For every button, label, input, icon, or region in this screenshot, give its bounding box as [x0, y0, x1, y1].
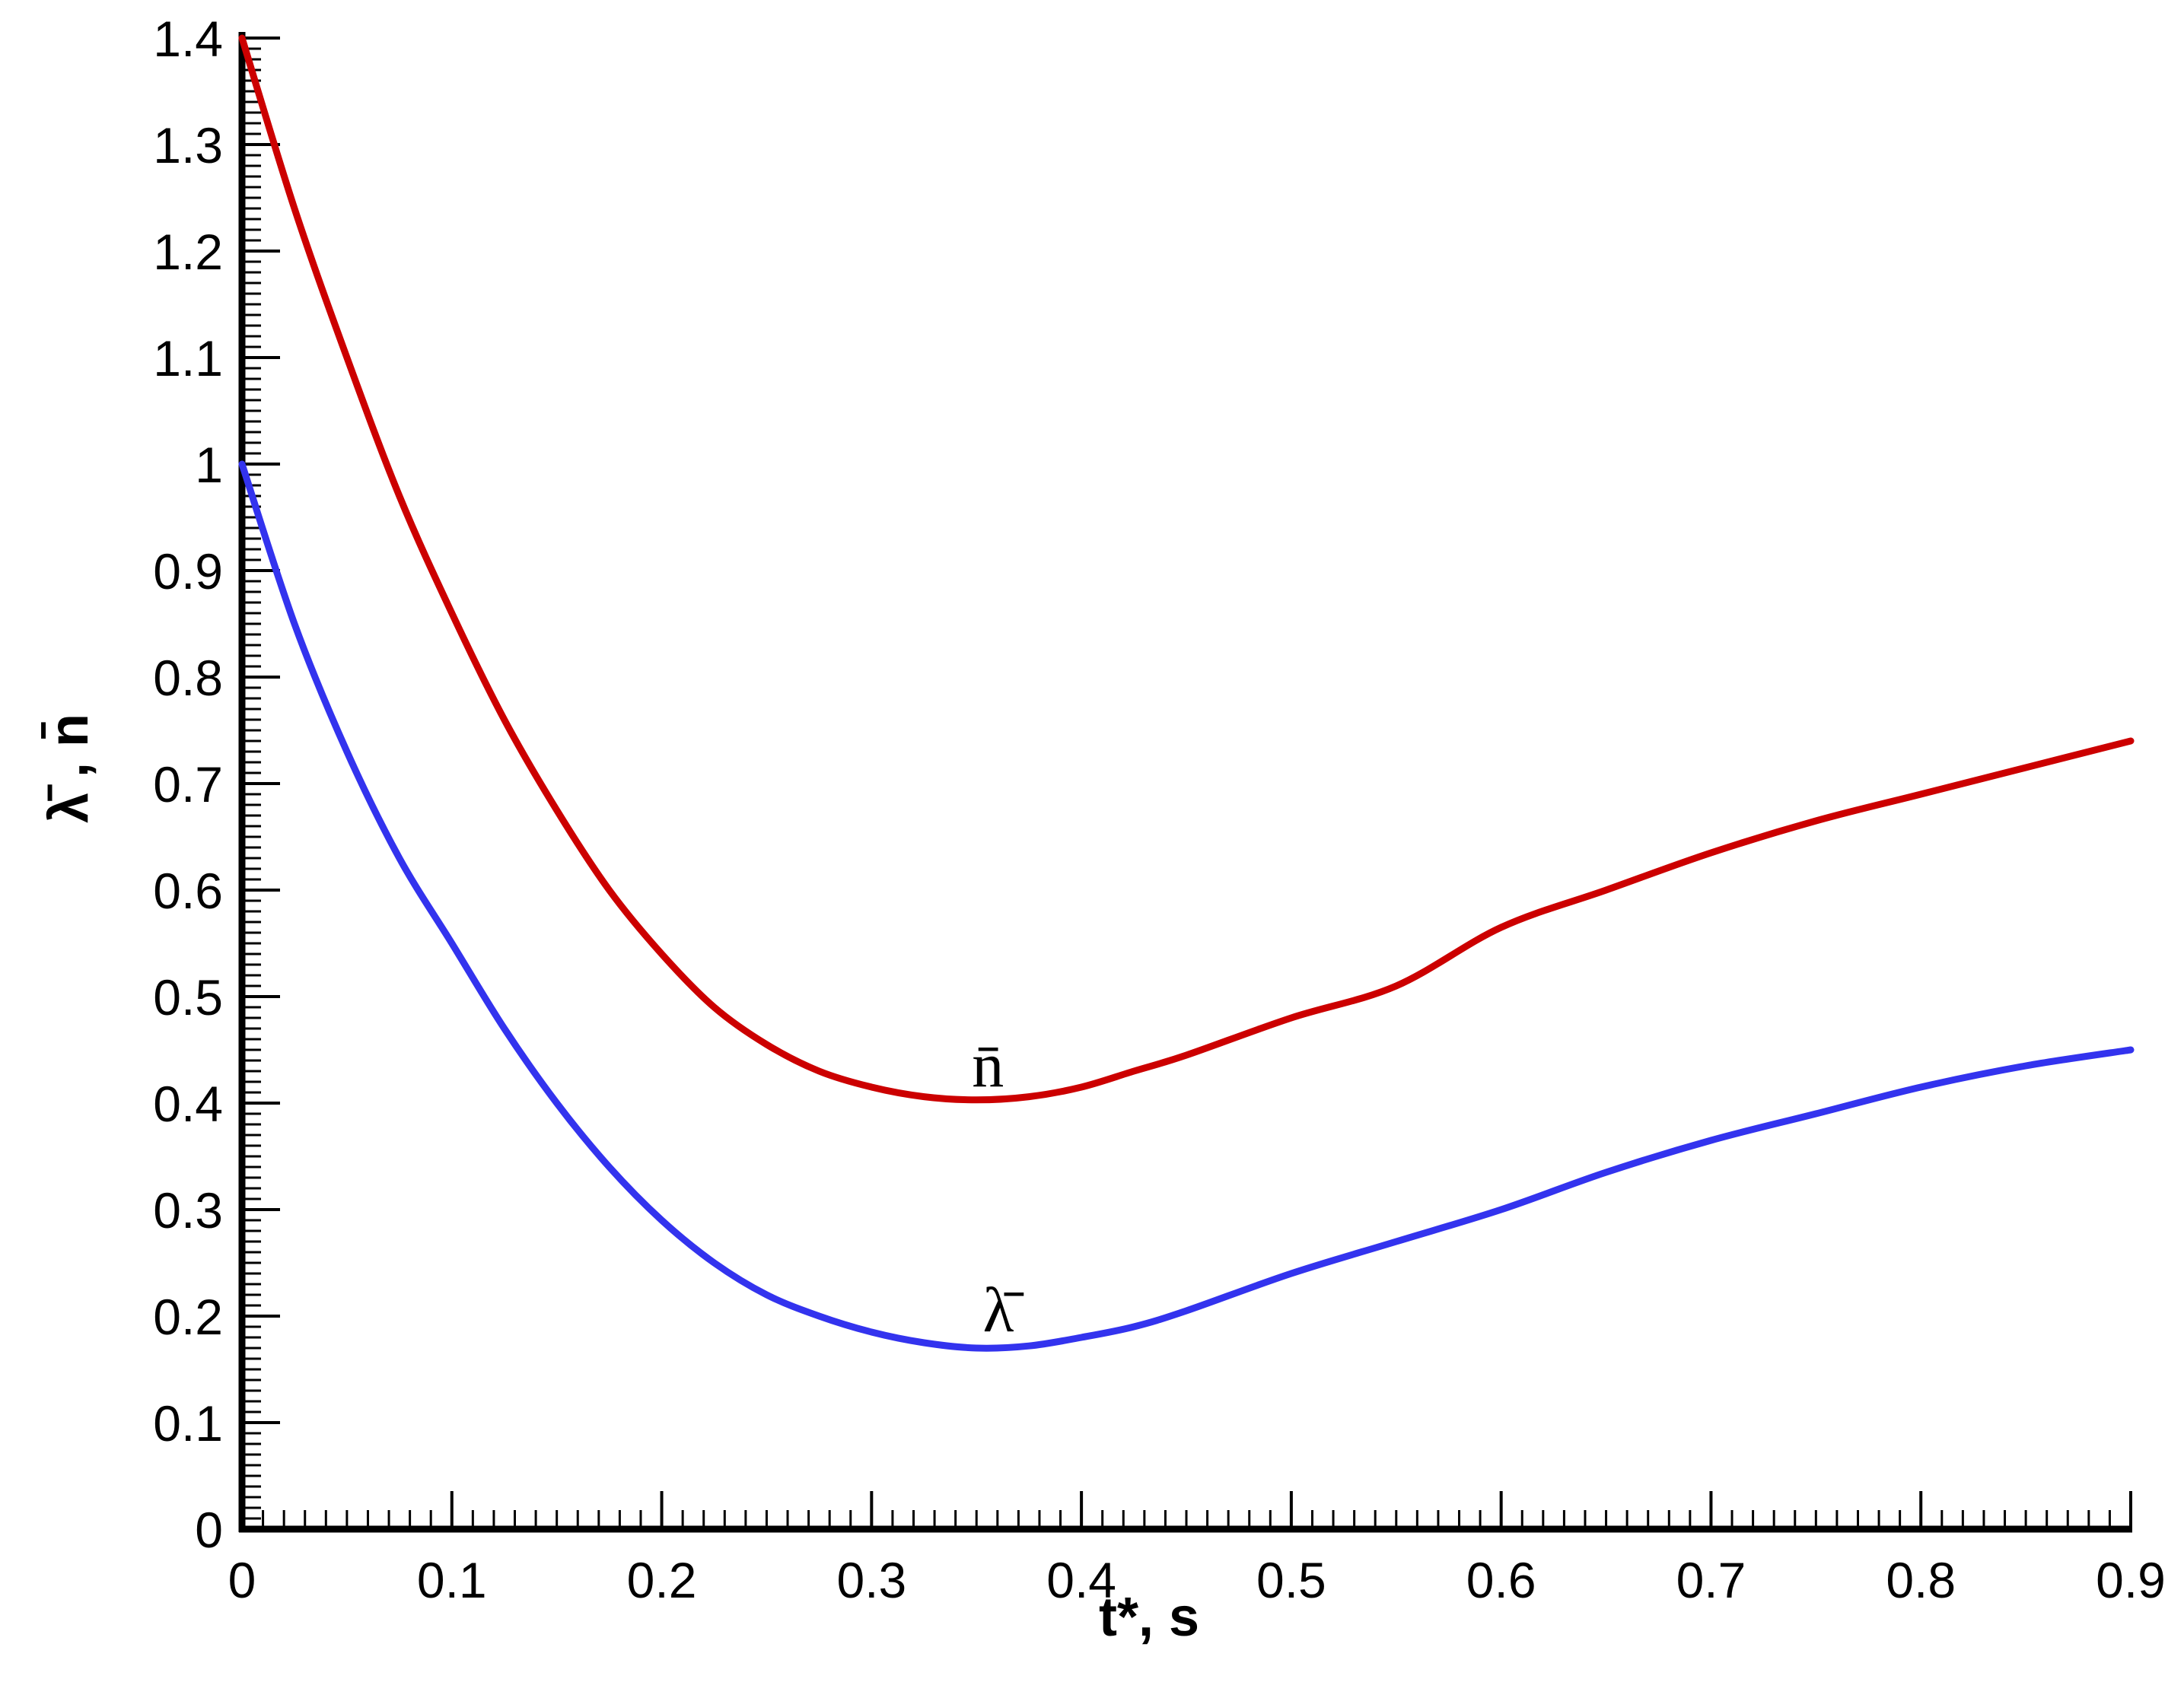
n-bar-label: n̄	[972, 1030, 1004, 1101]
series-lines	[238, 34, 2135, 1352]
x-tick-labels: 0 0.1 0.2 0.3 0.4 0.5 0.6 0.7 0.8 0.9	[228, 1552, 2166, 1608]
x-axis-title: t*, s	[1099, 1587, 1199, 1648]
x-tick-label: 0.3	[836, 1552, 906, 1608]
lambda-bar-label: λ̄	[983, 1275, 1024, 1346]
y-tick-label: 1.3	[153, 117, 223, 173]
y-tick-label: 0.4	[153, 1076, 223, 1132]
tick-marks	[240, 37, 2132, 1531]
y-tick-label: 0.9	[153, 543, 223, 599]
x-tick-label: 0.1	[417, 1552, 487, 1608]
y-tick-label: 0.3	[153, 1182, 223, 1239]
x-tick-label: 0.2	[627, 1552, 697, 1608]
y-tick-label: 0.7	[153, 756, 223, 812]
y-tick-label: 0.2	[153, 1289, 223, 1345]
y-tick-label: 0.6	[153, 863, 223, 919]
y-tick-label: 0.8	[153, 650, 223, 706]
y-axis-title: λ̄ , n̄	[39, 714, 100, 823]
y-tick-label: 0.5	[153, 969, 223, 1025]
axes	[238, 32, 2132, 1533]
x-tick-label: 0.8	[1886, 1552, 1956, 1608]
x-tick-label: 0.4	[1046, 1552, 1116, 1608]
y-tick-label: 0	[195, 1502, 223, 1558]
curve-labels: n̄ λ̄	[972, 1030, 1024, 1346]
y-tick-label: 1.4	[153, 11, 223, 67]
x-tick-label: 0.6	[1466, 1552, 1536, 1608]
x-tick-label: 0.9	[2096, 1552, 2166, 1608]
y-tick-label: 1	[195, 437, 223, 493]
n-bar-line	[238, 34, 2135, 1104]
x-tick-label: 0.5	[1256, 1552, 1326, 1608]
y-tick-label: 0.1	[153, 1395, 223, 1452]
y-tick-labels: 0 0.1 0.2 0.3 0.4 0.5 0.6 0.7 0.8 0.9 1 1.1 1.2 1.3 1.…	[153, 11, 223, 1558]
x-tick-label: 0	[228, 1552, 256, 1608]
y-tick-label: 1.2	[153, 224, 223, 280]
lambda-bar-line	[238, 460, 2135, 1352]
y-tick-label: 1.1	[153, 330, 223, 386]
x-tick-label: 0.7	[1676, 1552, 1746, 1608]
